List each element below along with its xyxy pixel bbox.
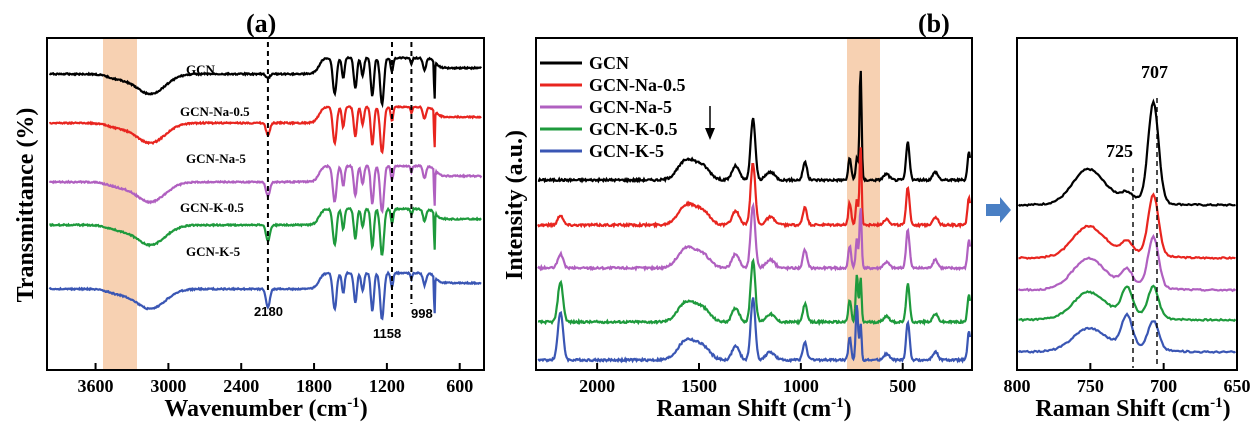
tick-label-a-600: 600 <box>446 376 473 396</box>
arrow-right-icon <box>986 197 1011 223</box>
y-axis-label-b: Intensity (a.u.) <box>502 130 528 280</box>
tick-label-c-650: 650 <box>1224 376 1251 396</box>
peak-label-725: 725 <box>1106 141 1133 161</box>
inset-curves <box>1017 98 1237 354</box>
x-axis-label-a: Wavenumber (cm-1) <box>164 395 367 422</box>
ftir-series-gcn-na-5 <box>48 163 483 215</box>
tick-label-a-3000: 3000 <box>150 376 186 396</box>
tick-label-a-1200: 1200 <box>369 376 405 396</box>
axes-frame-inset <box>1016 37 1238 371</box>
peak-label-998: 998 <box>411 306 433 321</box>
tick-label-a-3600: 3600 <box>78 376 114 396</box>
panel-label-a: (a) <box>246 9 276 38</box>
highlight-band-a <box>103 38 137 370</box>
ftir-series-gcn <box>49 55 483 109</box>
arrow-head <box>705 128 715 140</box>
peak-label-2180: 2180 <box>254 304 283 319</box>
ftir-dashed-lines <box>266 42 413 318</box>
legend-label-gcn-na-5: GCN-Na-5 <box>589 97 672 117</box>
curve-label-gcn-na-5: GCN-Na-5 <box>186 151 246 166</box>
panel-b: 2000 1500 1000 500 GCNGCN-Na-0.5GCN-Na-5GCN… <box>502 9 973 422</box>
x-axis-label-inset: Raman Shift (cm-1) <box>1035 395 1230 422</box>
inset-series-gcn-k-0.5 <box>1018 284 1237 323</box>
inset-series-gcn-na-5 <box>1017 233 1237 293</box>
raman-series-gcn-na-0.5 <box>537 147 972 229</box>
tick-label-b-1000: 1000 <box>783 376 819 396</box>
x-axis-label-b: Raman Shift (cm-1) <box>656 395 851 422</box>
x-ticks-b: 2000 1500 1000 500 <box>579 363 916 396</box>
legend-label-gcn: GCN <box>589 53 629 73</box>
legend-label-gcn-na-0.5: GCN-Na-0.5 <box>589 75 686 95</box>
x-ticks-a: 3600 3000 2400 1800 1200 600 <box>78 363 473 396</box>
tick-label-b-500: 500 <box>889 376 916 396</box>
x-ticks-inset: 800 750 700 650 <box>1004 363 1251 396</box>
tick-label-c-700: 700 <box>1150 376 1177 396</box>
axes-frame-a <box>46 37 485 371</box>
tick-label-b-1500: 1500 <box>681 376 717 396</box>
ftir-series-gcn-k-5 <box>48 270 482 321</box>
tick-label-a-2400: 2400 <box>223 376 259 396</box>
tick-label-a-1800: 1800 <box>296 376 332 396</box>
curve-label-gcn-na-0.5: GCN-Na-0.5 <box>180 104 250 119</box>
peak-label-707: 707 <box>1141 62 1168 82</box>
legend-label-gcn-k-5: GCN-K-5 <box>589 141 664 161</box>
tick-label-c-800: 800 <box>1004 376 1031 396</box>
curve-label-gcn: GCN <box>186 62 216 77</box>
tick-label-b-2000: 2000 <box>579 376 615 396</box>
ftir-curves <box>48 55 483 321</box>
tick-label-c-750: 750 <box>1077 376 1104 396</box>
y-axis-label-a: Transmittance (%) <box>13 108 39 303</box>
raman-curves <box>537 70 972 364</box>
ftir-series-gcn-k-0.5 <box>49 206 482 256</box>
panel-inset: 800 750 700 650 707 725 Raman Shift (cm-1) <box>1004 37 1251 422</box>
axes-frame-b <box>535 37 973 371</box>
panel-a: 3600 3000 2400 1800 1200 600 (a) GCN GCN-Na-0… <box>13 9 485 422</box>
raman-series-gcn-k-5 <box>537 297 972 364</box>
inset-series-gcn <box>1017 98 1236 207</box>
raman-series-gcn <box>537 70 972 184</box>
peak-label-1158: 1158 <box>373 326 401 341</box>
curve-label-gcn-k-5: GCN-K-5 <box>186 244 241 259</box>
legend-label-gcn-k-0.5: GCN-K-0.5 <box>589 119 678 139</box>
inset-series-gcn-na-0.5 <box>1018 192 1236 260</box>
ftir-series-gcn-na-0.5 <box>49 105 482 155</box>
panel-label-b: (b) <box>918 9 950 38</box>
inset-series-gcn-k-5 <box>1017 312 1236 354</box>
raman-series-gcn-k-0.5 <box>537 257 972 327</box>
curve-label-gcn-k-0.5: GCN-K-0.5 <box>180 200 244 215</box>
raman-series-gcn-na-5 <box>537 201 972 272</box>
